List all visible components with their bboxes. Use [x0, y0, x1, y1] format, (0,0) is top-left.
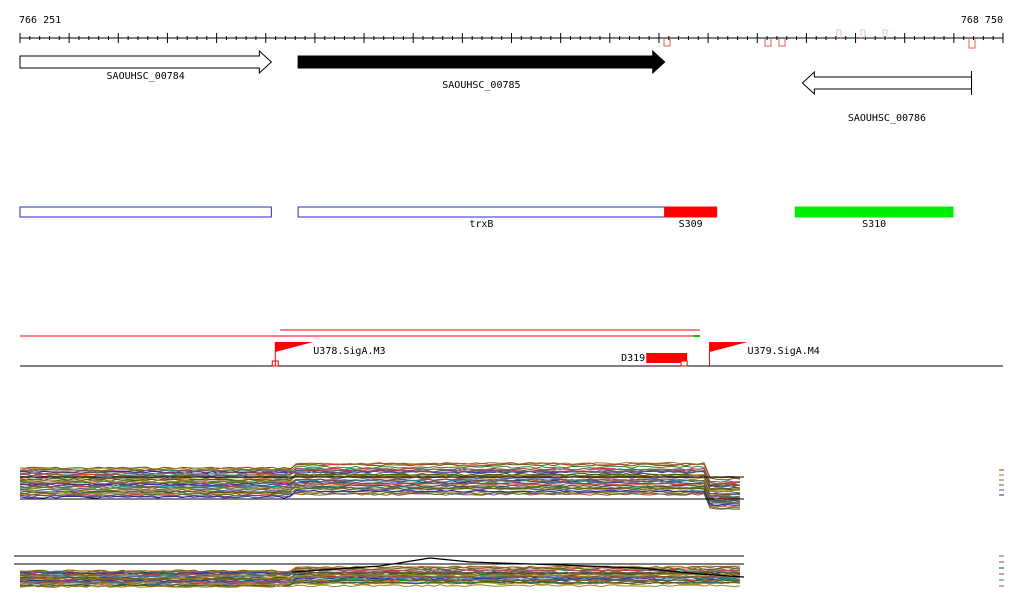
region-track: trxB S309 S310: [19, 206, 954, 230]
expression-trace: [19, 582, 741, 586]
region-box: [664, 206, 718, 218]
signal-peak-up: [860, 29, 866, 38]
terminator-box: [646, 353, 688, 363]
expression-profile-track: [14, 461, 1004, 588]
expression-trace: [19, 581, 741, 588]
region-box: [794, 206, 954, 218]
signal-peak-down: [764, 38, 772, 47]
signal-peak-up: [882, 29, 888, 38]
expression-trace: [19, 462, 741, 479]
expression-trace: [19, 484, 741, 502]
terminator-label: D319: [621, 353, 645, 364]
expression-trace: [19, 566, 741, 573]
promoter-flag: [275, 342, 314, 352]
region-box: [297, 206, 666, 218]
coordinate-ruler: 766 251 768 750: [19, 15, 1004, 49]
signal-peak-down: [968, 38, 976, 49]
expression-trace: [19, 481, 741, 499]
expression-trace: [19, 470, 741, 488]
expression-trace: [19, 479, 741, 497]
expression-trace: [19, 572, 741, 580]
gene-label: SAOUHSC_00786: [848, 113, 926, 124]
expression-trace: [19, 467, 741, 485]
region-box: [19, 206, 272, 218]
gene-arrow: [19, 49, 273, 75]
signal-peak-down: [778, 38, 786, 47]
expression-trace: [19, 487, 741, 505]
expression-trace: [19, 584, 741, 588]
terminator-cap: [680, 360, 688, 367]
promoter-label: U379.SigA.M4: [748, 346, 820, 357]
gene-track: SAOUHSC_00784 SAOUHSC_00785 SAOUHSC_00786: [19, 49, 973, 124]
region-label: S309: [679, 219, 703, 230]
expression-trace: [19, 489, 741, 507]
expression-trace: [19, 492, 741, 510]
gene-arrow: [297, 49, 666, 75]
region-label: trxB: [469, 219, 493, 230]
gene-label: SAOUHSC_00784: [107, 71, 185, 82]
gene-label: SAOUHSC_00785: [442, 80, 520, 91]
expression-trace: [291, 557, 745, 578]
expression-trace: [20, 487, 741, 505]
promoter-flag: [709, 342, 748, 352]
signal-peak-down: [663, 38, 671, 47]
signal-peak-up: [836, 29, 842, 38]
promoter-label: U378.SigA.M3: [313, 346, 385, 357]
expression-trace: [19, 576, 741, 584]
gene-arrow: [801, 70, 973, 96]
ruler-start-label: 766 251: [19, 15, 61, 26]
expression-trace: [20, 465, 741, 483]
expression-trace: [19, 484, 741, 502]
ruler-end-label: 768 750: [961, 15, 1003, 26]
region-label: S310: [862, 219, 886, 230]
regulatory-track: U378.SigA.M3 U379.SigA.M4 D319: [20, 329, 1003, 367]
promoter-box: [271, 360, 279, 367]
